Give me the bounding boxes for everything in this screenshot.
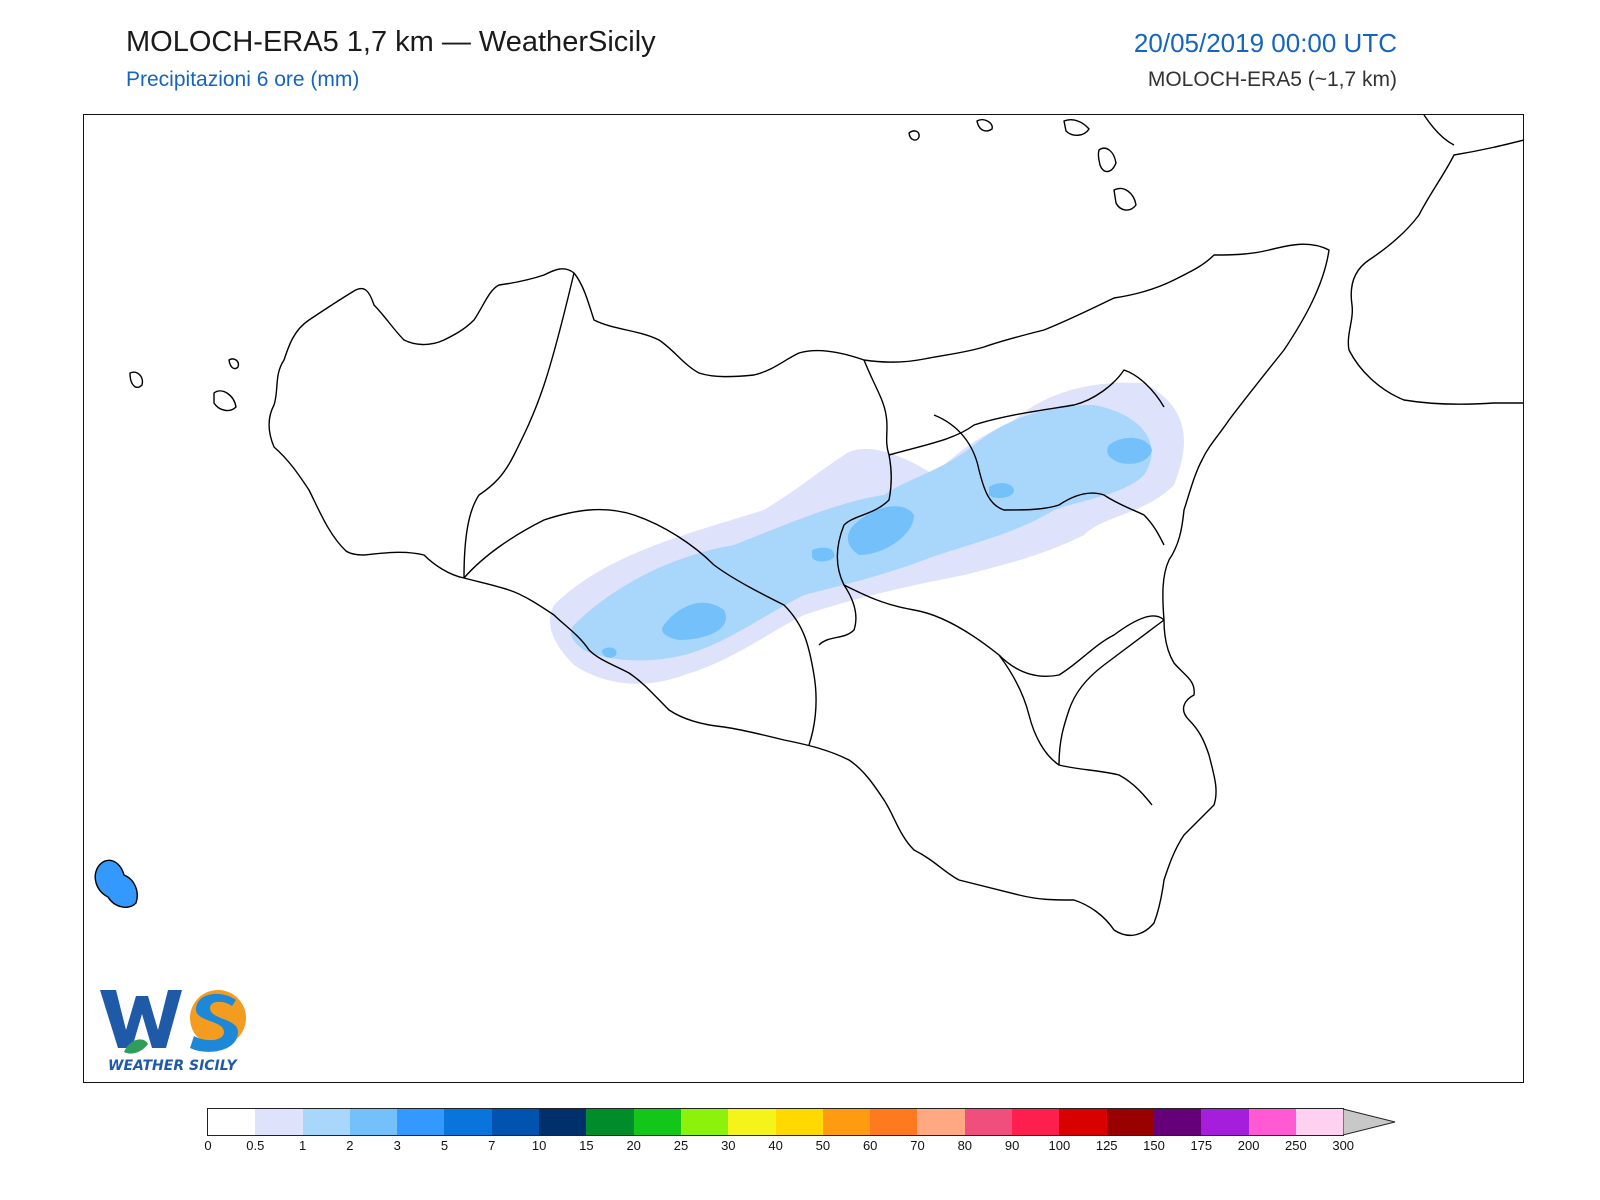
legend-swatch — [1201, 1109, 1249, 1135]
model-label: MOLOCH-ERA5 (~1,7 km) — [1147, 68, 1397, 91]
legend-tick-label: 10 — [531, 1138, 547, 1153]
sicily-leaf-shape — [124, 1039, 148, 1054]
legend-tick-label: 125 — [1095, 1138, 1118, 1153]
island-vulcano — [1113, 187, 1137, 211]
precip-area-2mm — [662, 602, 726, 640]
legend-swatch — [302, 1109, 350, 1135]
legend-tick-label: 100 — [1048, 1138, 1071, 1153]
island-salina — [1063, 119, 1090, 136]
legend-tick-label: 0.5 — [246, 1138, 265, 1153]
island-alicudi-filicudi — [976, 119, 993, 132]
legend-tick-label: 5 — [440, 1138, 449, 1153]
legend-tick-label: 25 — [673, 1138, 689, 1153]
legend-swatch — [680, 1109, 729, 1135]
legend-swatch — [633, 1109, 681, 1135]
legend-tick-label: 30 — [721, 1138, 736, 1153]
legend-swatch — [1248, 1109, 1296, 1135]
precip-area-2mm-b — [847, 506, 914, 555]
legend-swatch — [1012, 1109, 1060, 1135]
map-canvas — [94, 115, 1523, 937]
legend-tick-label: 250 — [1285, 1138, 1307, 1153]
legend-tick-label: 20 — [626, 1138, 641, 1153]
legend-tick-label: 50 — [815, 1138, 831, 1153]
legend-swatch — [775, 1109, 823, 1135]
weather-sicily-logo: WEATHER SICILY — [96, 982, 256, 1078]
island-egadi-1 — [129, 371, 144, 389]
calabria-north-coast — [1423, 115, 1455, 146]
legend-tick-label: 2 — [346, 1138, 354, 1153]
legend-tick-label: 175 — [1190, 1138, 1213, 1153]
forecast-datetime: 20/05/2019 00:00 UTC — [1133, 28, 1397, 58]
region-border-2 — [888, 369, 1165, 456]
legend-tick-label: 90 — [1004, 1138, 1020, 1153]
sicily-coastline — [268, 243, 1330, 937]
legend-overflow-arrow — [1343, 1108, 1396, 1136]
precip-area-2mm-f — [602, 647, 617, 658]
legend-tick-label: 40 — [768, 1138, 783, 1153]
legend-swatch — [728, 1109, 776, 1135]
legend-swatch — [1295, 1109, 1344, 1135]
logo-wordmark: WEATHER SICILY — [108, 1058, 237, 1074]
coastline-layer — [94, 115, 1523, 937]
island-egadi-2 — [213, 390, 237, 412]
region-border-1 — [818, 359, 892, 646]
precip-area-2mm-d — [989, 483, 1014, 499]
map-title: MOLOCH-ERA5 1,7 km — WeatherSicily — [126, 26, 656, 58]
legend-swatch — [822, 1109, 871, 1135]
legend-swatch — [349, 1109, 398, 1135]
precip-area-2mm-c — [1107, 437, 1152, 464]
legend-color-bar — [207, 1108, 1345, 1136]
island-lipari — [1097, 147, 1117, 173]
island-egadi-3 — [228, 358, 240, 370]
legend-swatch — [444, 1109, 492, 1135]
legend-swatch — [491, 1109, 540, 1135]
legend-tick-label: 300 — [1332, 1138, 1355, 1153]
legend-swatch — [255, 1109, 303, 1135]
legend-tick-labels: 0 0.5 1 2 3 5 7 10 15 20 25 30 40 50 60 70 80 90 100 125 150… — [204, 1138, 1403, 1154]
region-border-4 — [463, 508, 817, 746]
region-border-5 — [463, 272, 575, 579]
legend-swatch — [1153, 1109, 1202, 1135]
precipitation-layer — [95, 382, 1184, 908]
calabria-coastline — [1347, 139, 1523, 405]
map-subtitle: Precipitazioni 6 ore (mm) — [126, 68, 360, 91]
legend-tick-label: 200 — [1237, 1138, 1260, 1153]
region-border-7 — [1058, 619, 1165, 766]
island-ustica — [908, 130, 920, 141]
region-border-6 — [998, 654, 1153, 806]
precip-area-2mm-e — [812, 547, 835, 562]
precipitation-legend: 0 0.5 1 2 3 5 7 10 15 20 25 30 40 50 60 70 80 90 100 125 150… — [204, 1108, 1403, 1153]
legend-tick-label: 150 — [1143, 1138, 1165, 1153]
region-border-9 — [1058, 492, 1165, 546]
region-border-8 — [933, 414, 1060, 511]
pantelleria-precip — [95, 860, 138, 908]
legend-swatch — [964, 1109, 1013, 1135]
legend-swatch — [208, 1109, 256, 1135]
legend-tick-label: 1 — [298, 1138, 307, 1153]
legend-tick-label: 0 — [204, 1138, 212, 1153]
legend-swatch — [1106, 1109, 1154, 1135]
island-pantelleria — [94, 859, 138, 908]
legend-swatch — [397, 1109, 445, 1135]
logo-w-shape — [100, 990, 182, 1048]
legend-tick-label: 7 — [488, 1138, 496, 1153]
logo-s-shape — [190, 993, 238, 1052]
legend-swatch — [539, 1109, 587, 1135]
ws-logo-mark — [100, 990, 246, 1054]
legend-swatch — [870, 1109, 918, 1135]
legend-tick-label: 70 — [910, 1138, 925, 1153]
legend-swatch — [586, 1109, 634, 1135]
legend-tick-label: 15 — [579, 1138, 594, 1153]
legend-swatch — [917, 1109, 965, 1135]
legend-tick-label: 3 — [393, 1138, 401, 1153]
legend-tick-label: 80 — [957, 1138, 973, 1153]
legend-tick-label: 60 — [862, 1138, 878, 1153]
region-border-3 — [843, 584, 1165, 677]
legend-swatch — [1059, 1109, 1107, 1135]
precipitation-map — [83, 114, 1524, 1083]
